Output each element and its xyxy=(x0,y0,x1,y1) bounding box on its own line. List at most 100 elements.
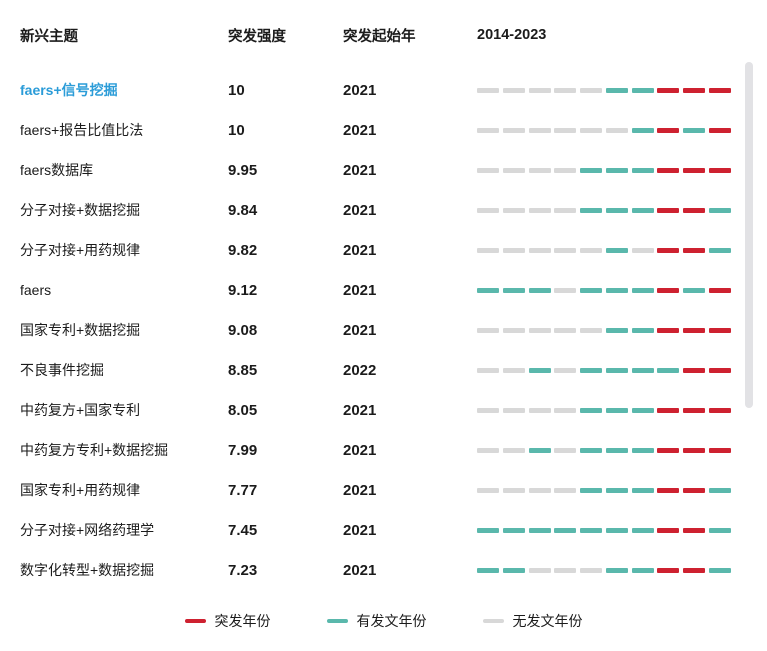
table-row[interactable]: 中药复方+国家专利 8.05 2021 xyxy=(0,390,767,430)
timeline-segment-2021 xyxy=(657,527,680,533)
table-row[interactable]: 数字化转型+数据挖掘 7.23 2021 xyxy=(0,550,767,590)
timeline-segment-2019 xyxy=(605,447,628,453)
burst-strength-value: 7.77 xyxy=(228,481,258,499)
timeline-segment-2018 xyxy=(580,247,603,253)
burst-timeline xyxy=(477,127,731,133)
timeline-segment-2015 xyxy=(502,87,525,93)
timeline-segment-2020 xyxy=(631,367,654,373)
timeline-segment-2021 xyxy=(657,207,680,213)
topic-label[interactable]: faers+报告比值比法 xyxy=(20,122,144,138)
topic-label[interactable]: 国家专利+用药规律 xyxy=(20,482,141,498)
topic-label[interactable]: 数字化转型+数据挖掘 xyxy=(20,562,155,578)
timeline-segment-2019 xyxy=(605,527,628,533)
timeline-segment-2021 xyxy=(657,247,680,253)
burst-start-year-value: 2021 xyxy=(343,441,377,459)
timeline-segment-2023 xyxy=(708,87,731,93)
burst-strength-value: 9.12 xyxy=(228,281,258,299)
timeline-segment-2023 xyxy=(708,527,731,533)
burst-timeline xyxy=(477,487,731,493)
timeline-segment-2016 xyxy=(528,127,551,133)
table-row[interactable]: faers+信号挖掘 10 2021 xyxy=(0,70,767,110)
timeline-segment-2014 xyxy=(477,567,499,573)
timeline-segment-2020 xyxy=(631,167,654,173)
timeline-segment-2022 xyxy=(683,207,706,213)
timeline-segment-2015 xyxy=(502,167,525,173)
burst-start-year-value: 2021 xyxy=(343,241,377,259)
timeline-segment-2020 xyxy=(631,487,654,493)
timeline-segment-2021 xyxy=(657,167,680,173)
timeline-segment-2016 xyxy=(528,367,551,373)
no-publication-year-label: 无发文年份 xyxy=(512,613,583,629)
table-row[interactable]: 中药复方专利+数据挖掘 7.99 2021 xyxy=(0,430,767,470)
table-row[interactable]: faers+报告比值比法 10 2021 xyxy=(0,110,767,150)
burst-strength-value: 10 xyxy=(228,81,245,99)
timeline-segment-2014 xyxy=(477,447,499,453)
publication-year-swatch xyxy=(326,619,348,623)
vertical-scrollbar-thumb[interactable] xyxy=(745,62,753,408)
timeline-segment-2022 xyxy=(683,447,706,453)
burst-start-year-value: 2021 xyxy=(343,161,377,179)
burst-start-year-value: 2021 xyxy=(343,321,377,339)
topic-label[interactable]: 中药复方+国家专利 xyxy=(20,402,141,418)
table-row[interactable]: 国家专利+数据挖掘 9.08 2021 xyxy=(0,310,767,350)
timeline-segment-2020 xyxy=(631,87,654,93)
table-row[interactable]: 不良事件挖掘 8.85 2022 xyxy=(0,350,767,390)
timeline-segment-2018 xyxy=(580,327,603,333)
timeline-segment-2020 xyxy=(631,207,654,213)
table-row[interactable]: faers数据库 9.95 2021 xyxy=(0,150,767,190)
timeline-segment-2022 xyxy=(683,247,706,253)
topic-label[interactable]: 国家专利+数据挖掘 xyxy=(20,322,141,338)
timeline-segment-2015 xyxy=(502,247,525,253)
timeline-segment-2019 xyxy=(605,567,628,573)
timeline-segment-2014 xyxy=(477,287,499,293)
timeline-segment-2016 xyxy=(528,447,551,453)
timeline-segment-2016 xyxy=(528,567,551,573)
topic-label[interactable]: 分子对接+数据挖掘 xyxy=(20,202,141,218)
timeline-segment-2014 xyxy=(477,527,499,533)
timeline-segment-2021 xyxy=(657,487,680,493)
timeline-segment-2019 xyxy=(605,207,628,213)
timeline-segment-2017 xyxy=(554,87,577,93)
timeline-segment-2017 xyxy=(554,447,577,453)
topic-label[interactable]: 中药复方专利+数据挖掘 xyxy=(20,442,169,458)
table-row[interactable]: 分子对接+用药规律 9.82 2021 xyxy=(0,230,767,270)
table-row[interactable]: faers 9.12 2021 xyxy=(0,270,767,310)
burst-start-year-value: 2021 xyxy=(343,81,377,99)
timeline-segment-2015 xyxy=(502,447,525,453)
table-row[interactable]: 分子对接+网络药理学 7.45 2021 xyxy=(0,510,767,550)
timeline-segment-2017 xyxy=(554,127,577,133)
timeline-segment-2017 xyxy=(554,367,577,373)
timeline-segment-2018 xyxy=(580,87,603,93)
topic-label[interactable]: faers数据库 xyxy=(20,162,94,178)
timeline-segment-2022 xyxy=(683,567,706,573)
timeline-segment-2014 xyxy=(477,207,499,213)
table-row[interactable]: 分子对接+数据挖掘 9.84 2021 xyxy=(0,190,767,230)
timeline-segment-2016 xyxy=(528,407,551,413)
legend: 突发年份 有发文年份 无发文年份 xyxy=(0,608,767,634)
timeline-segment-2016 xyxy=(528,247,551,253)
timeline-segment-2018 xyxy=(580,367,603,373)
legend-item-publication-year: 有发文年份 xyxy=(326,611,427,631)
timeline-segment-2022 xyxy=(683,527,706,533)
timeline-segment-2018 xyxy=(580,407,603,413)
topic-label[interactable]: faers xyxy=(20,282,52,298)
burst-year-label: 突发年份 xyxy=(214,613,271,629)
timeline-segment-2020 xyxy=(631,407,654,413)
burst-strength-value: 9.08 xyxy=(228,321,258,339)
timeline-segment-2023 xyxy=(708,207,731,213)
topic-label[interactable]: 分子对接+用药规律 xyxy=(20,242,141,258)
topic-label[interactable]: 不良事件挖掘 xyxy=(20,362,104,378)
burst-timeline xyxy=(477,407,731,413)
burst-timeline xyxy=(477,327,731,333)
burst-start-year-value: 2021 xyxy=(343,121,377,139)
timeline-segment-2015 xyxy=(502,407,525,413)
timeline-segment-2020 xyxy=(631,327,654,333)
table-row[interactable]: 国家专利+用药规律 7.77 2021 xyxy=(0,470,767,510)
timeline-segment-2019 xyxy=(605,247,628,253)
timeline-segment-2017 xyxy=(554,327,577,333)
burst-start-year-value: 2021 xyxy=(343,281,377,299)
topic-label[interactable]: 分子对接+网络药理学 xyxy=(20,522,155,538)
timeline-segment-2015 xyxy=(502,127,525,133)
burst-timeline xyxy=(477,367,731,373)
topic-label[interactable]: faers+信号挖掘 xyxy=(20,82,118,98)
